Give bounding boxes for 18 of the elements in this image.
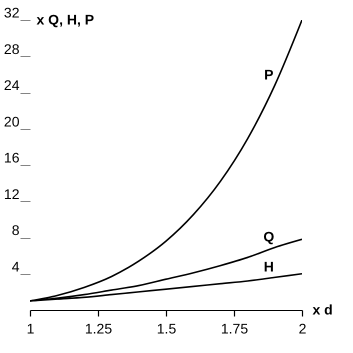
y-tick-label: 24 — [4, 77, 20, 93]
x-tick-label: 1.75 — [220, 320, 248, 336]
y-tick-label: 20 — [4, 113, 20, 130]
x-tick-label: 1.5 — [156, 320, 176, 336]
series-label: P — [264, 66, 274, 82]
y-tick-label: 16 — [4, 150, 20, 166]
y-tick-label: 32 — [4, 4, 20, 20]
y-tick-label: 12 — [4, 186, 20, 202]
x-tick-label: 1.25 — [84, 320, 112, 336]
x-tick-label: 2 — [298, 320, 307, 336]
x-axis-title: x d — [312, 302, 333, 318]
y-tick-label: 4 — [12, 258, 20, 274]
series-label: H — [264, 258, 274, 274]
y-axis-title: x Q, H, P — [36, 12, 94, 28]
series-label: Q — [263, 228, 274, 244]
y-tick-label: 28 — [4, 40, 20, 57]
x-tick-label: 1 — [26, 320, 35, 336]
y-tick-label: 8 — [12, 222, 20, 238]
